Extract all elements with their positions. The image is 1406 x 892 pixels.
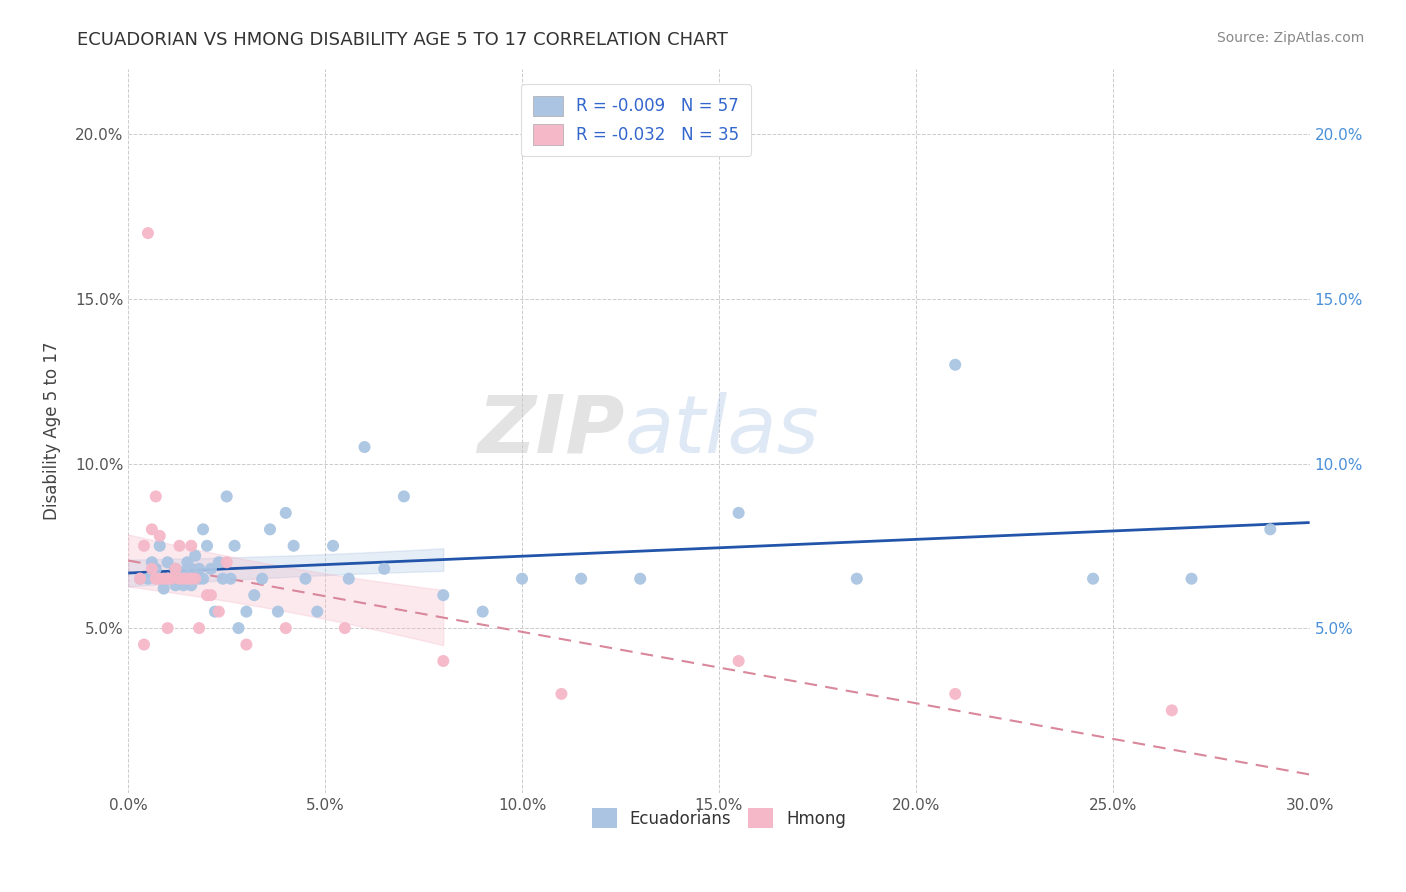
Point	[333, 621, 356, 635]
Point	[149, 572, 172, 586]
Point	[219, 572, 242, 586]
Text: Source: ZipAtlas.com: Source: ZipAtlas.com	[1216, 31, 1364, 45]
Point	[550, 687, 572, 701]
Point	[322, 539, 344, 553]
Point	[156, 555, 179, 569]
Point	[200, 588, 222, 602]
Point	[353, 440, 375, 454]
Point	[149, 529, 172, 543]
Point	[224, 539, 246, 553]
Y-axis label: Disability Age 5 to 17: Disability Age 5 to 17	[44, 342, 60, 520]
Point	[180, 562, 202, 576]
Point	[208, 555, 231, 569]
Point	[149, 539, 172, 553]
Point	[274, 506, 297, 520]
Point	[1160, 703, 1182, 717]
Point	[152, 572, 174, 586]
Text: atlas: atlas	[624, 392, 820, 469]
Point	[943, 358, 966, 372]
Point	[165, 578, 187, 592]
Point	[188, 621, 211, 635]
Point	[211, 572, 233, 586]
Point	[294, 572, 316, 586]
Point	[169, 572, 191, 586]
Point	[191, 572, 214, 586]
Point	[943, 687, 966, 701]
Point	[195, 588, 218, 602]
Point	[510, 572, 533, 586]
Point	[152, 582, 174, 596]
Point	[145, 490, 167, 504]
Point	[188, 572, 211, 586]
Point	[727, 506, 749, 520]
Point	[392, 490, 415, 504]
Text: ECUADORIAN VS HMONG DISABILITY AGE 5 TO 17 CORRELATION CHART: ECUADORIAN VS HMONG DISABILITY AGE 5 TO …	[77, 31, 728, 49]
Point	[180, 539, 202, 553]
Point	[188, 562, 211, 576]
Point	[165, 562, 187, 576]
Point	[215, 490, 238, 504]
Point	[156, 621, 179, 635]
Point	[132, 539, 155, 553]
Point	[180, 572, 202, 586]
Point	[1258, 522, 1281, 536]
Point	[191, 522, 214, 536]
Point	[172, 565, 194, 579]
Text: ZIP: ZIP	[477, 392, 624, 469]
Point	[176, 572, 198, 586]
Point	[176, 572, 198, 586]
Point	[169, 572, 191, 586]
Point	[180, 578, 202, 592]
Point	[129, 572, 152, 586]
Point	[160, 572, 183, 586]
Point	[184, 549, 207, 563]
Point	[176, 555, 198, 569]
Point	[204, 605, 226, 619]
Point	[132, 638, 155, 652]
Point	[136, 572, 159, 586]
Point	[215, 555, 238, 569]
Point	[172, 578, 194, 592]
Point	[259, 522, 281, 536]
Point	[307, 605, 329, 619]
Point	[471, 605, 494, 619]
Point	[628, 572, 651, 586]
Point	[373, 562, 395, 576]
Point	[235, 638, 257, 652]
Point	[172, 572, 194, 586]
Point	[283, 539, 305, 553]
Point	[228, 621, 250, 635]
Point	[136, 226, 159, 240]
Point	[195, 539, 218, 553]
Point	[235, 605, 257, 619]
Point	[200, 562, 222, 576]
Point	[1180, 572, 1202, 586]
Point	[274, 621, 297, 635]
Point	[156, 572, 179, 586]
Point	[169, 539, 191, 553]
Point	[129, 572, 152, 586]
Point	[250, 572, 273, 586]
Point	[208, 605, 231, 619]
Point	[337, 572, 360, 586]
Point	[141, 555, 163, 569]
Point	[845, 572, 868, 586]
Point	[267, 605, 290, 619]
Point	[145, 562, 167, 576]
Point	[432, 654, 454, 668]
Point	[1081, 572, 1104, 586]
Point	[569, 572, 592, 586]
Point	[727, 654, 749, 668]
Point	[141, 522, 163, 536]
Point	[165, 562, 187, 576]
Point	[156, 572, 179, 586]
Point	[184, 572, 207, 586]
Legend: Ecuadorians, Hmong: Ecuadorians, Hmong	[585, 801, 853, 835]
Point	[243, 588, 266, 602]
Point	[145, 572, 167, 586]
Point	[160, 572, 183, 586]
Point	[432, 588, 454, 602]
Point	[141, 562, 163, 576]
